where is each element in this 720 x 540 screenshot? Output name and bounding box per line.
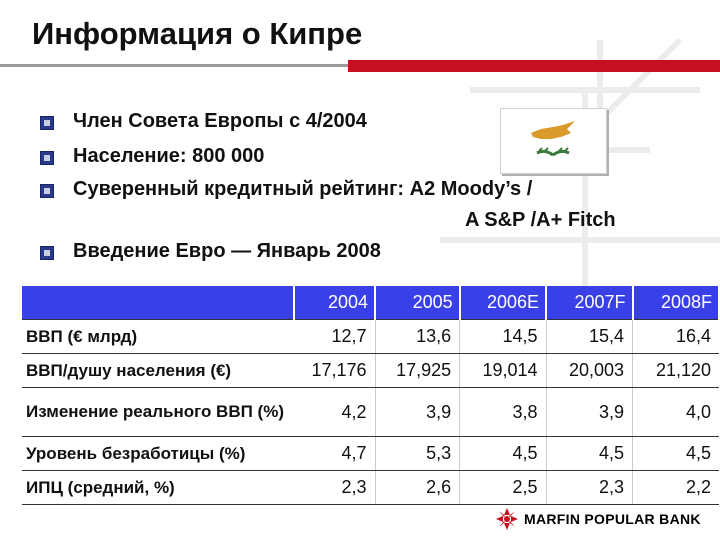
cell-value: 4,0 (632, 387, 719, 437)
cell-value: 13,6 (374, 319, 460, 354)
column-header: 2007F (546, 286, 634, 320)
table-row: Уровень безработицы (%) 4,7 5,3 4,5 4,5 … (22, 436, 719, 471)
cyprus-flag (500, 108, 607, 174)
cell-value: 5,3 (374, 436, 460, 471)
cell-value: 4,5 (632, 436, 719, 471)
cell-value: 14,5 (459, 319, 547, 354)
bullet-square-icon (40, 246, 54, 260)
cell-value: 2,2 (632, 470, 719, 505)
cell-value: 2,3 (545, 470, 633, 505)
cell-value: 4,7 (294, 436, 376, 471)
bank-name: MARFIN POPULAR BANK (524, 511, 701, 527)
cell-value: 4,2 (294, 387, 376, 437)
row-label: ВВП (€ млрд) (22, 319, 295, 354)
economic-indicators-table: 2004 2005 2006E 2007F 2008F ВВП (€ млрд)… (22, 286, 720, 505)
bullet-square-icon (40, 151, 54, 165)
cell-value: 17,176 (294, 353, 376, 388)
row-label: ИПЦ (средний, %) (22, 470, 295, 505)
cell-value: 2,3 (294, 470, 376, 505)
cell-value: 12,7 (294, 319, 376, 354)
row-label: Уровень безработицы (%) (22, 436, 295, 471)
cell-value: 19,014 (459, 353, 547, 388)
cell-value: 3,9 (545, 387, 633, 437)
column-header: 2005 (375, 286, 461, 320)
column-header: 2004 (294, 286, 377, 320)
cell-value: 2,5 (459, 470, 547, 505)
table-header-row: 2004 2005 2006E 2007F 2008F (22, 286, 720, 320)
cyprus-flag-icon (531, 121, 575, 157)
column-header: 2008F (632, 286, 720, 320)
marfin-logo: MARFIN POPULAR BANK (496, 508, 701, 530)
cell-value: 4,5 (459, 436, 547, 471)
cell-value: 16,4 (632, 319, 719, 354)
cell-value: 4,5 (545, 436, 633, 471)
row-label: ВВП/душу населения (€) (22, 353, 295, 388)
title-rule (0, 60, 720, 72)
cell-value: 21,120 (632, 353, 719, 388)
cell-value: 2,6 (374, 470, 460, 505)
cell-value: 17,925 (374, 353, 460, 388)
credit-rating-continuation: A S&P /A+ Fitch (465, 209, 616, 231)
column-header: 2006E (459, 286, 548, 320)
marfin-logo-icon (496, 508, 518, 530)
page-title: Информация о Кипре (32, 16, 363, 51)
table-row: ВВП (€ млрд) 12,7 13,6 14,5 15,4 16,4 (22, 319, 719, 354)
table-row: Изменение реального ВВП (%) 4,2 3,9 3,8 … (22, 387, 719, 437)
row-label: Изменение реального ВВП (%) (22, 387, 295, 437)
bullet-square-icon (40, 116, 54, 130)
table-row: ИПЦ (средний, %) 2,3 2,6 2,5 2,3 2,2 (22, 470, 719, 505)
table-header-blank (22, 286, 296, 320)
cell-value: 3,8 (459, 387, 547, 437)
cell-value: 3,9 (374, 387, 460, 437)
cell-value: 20,003 (545, 353, 633, 388)
table-row: ВВП/душу населения (€) 17,176 17,925 19,… (22, 353, 719, 388)
bullet-square-icon (40, 184, 54, 198)
cell-value: 15,4 (545, 319, 633, 354)
